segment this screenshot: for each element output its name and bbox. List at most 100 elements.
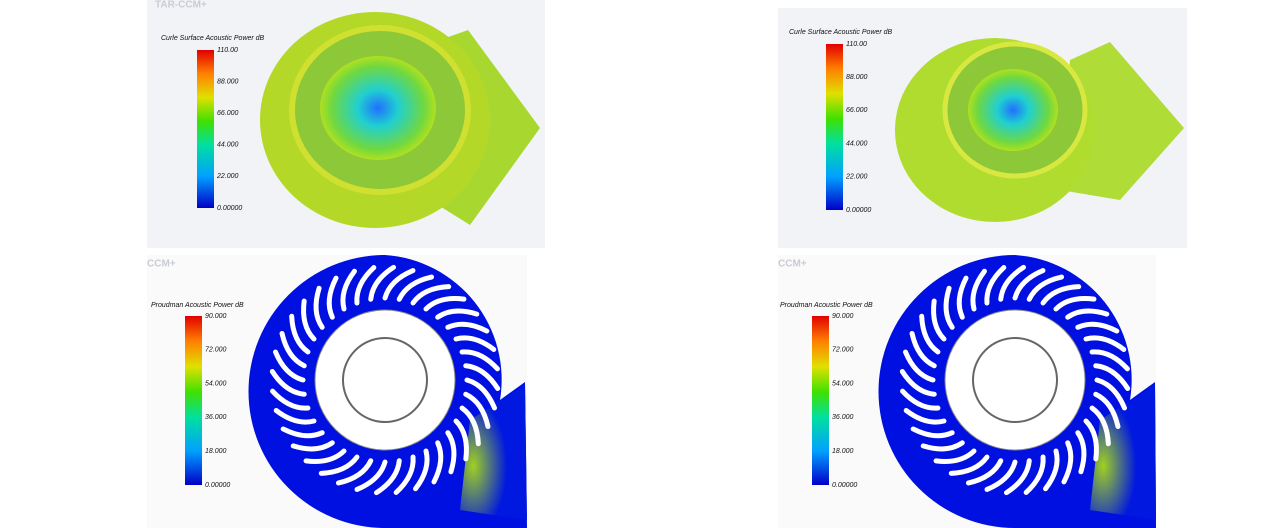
blade [909, 330, 937, 369]
colorbar-label: 54.000 [832, 380, 854, 387]
blade [270, 388, 311, 411]
colorbar-label: 18.000 [205, 448, 227, 455]
colorbar [185, 316, 202, 485]
blade [933, 448, 977, 464]
colorbar-label: 66.000 [846, 107, 868, 114]
colorbar-label: 66.000 [217, 110, 239, 117]
colorbar-label: 72.000 [205, 347, 227, 354]
blade [1089, 405, 1111, 447]
colorbar-label: 54.000 [205, 380, 227, 387]
logo: TAR-CCM+ [155, 0, 207, 11]
blade [463, 363, 501, 392]
blade [453, 335, 497, 352]
colorbar-label: 18.000 [832, 448, 854, 455]
blade [1053, 296, 1097, 312]
fan-3d [895, 38, 1184, 222]
blade [413, 448, 430, 492]
colorbar-label: 88.000 [217, 78, 239, 85]
fan-3d [260, 12, 540, 228]
blade [1093, 363, 1131, 392]
blade [382, 268, 416, 301]
colorbar-label: 22.000 [216, 173, 239, 180]
blade [1026, 274, 1065, 302]
blade [335, 458, 374, 486]
blade [459, 405, 481, 447]
blade [354, 459, 388, 492]
blade [431, 440, 444, 485]
blade [1040, 284, 1082, 306]
blade [318, 454, 360, 476]
logo: CCM+ [778, 259, 807, 270]
blade [910, 426, 955, 439]
blade [463, 391, 491, 430]
blade [273, 408, 317, 425]
blade [1083, 335, 1127, 352]
blade [903, 408, 947, 425]
blade [393, 454, 416, 495]
blade [1075, 430, 1087, 475]
colorbar-title: Proudman Acoustic Power dB [780, 302, 873, 309]
blade [464, 377, 497, 411]
blade [396, 274, 435, 302]
blade [269, 368, 307, 397]
blade [373, 458, 402, 496]
blade [445, 430, 457, 475]
colorbar-label: 0.00000 [832, 482, 857, 489]
blade [919, 313, 941, 355]
blade [1023, 454, 1046, 495]
colorbar-title: Proudman Acoustic Power dB [151, 302, 244, 309]
blade [948, 454, 990, 476]
colorbar-label: 72.000 [832, 347, 854, 354]
blade [903, 349, 936, 383]
blade [340, 268, 357, 312]
colorbar-label: 0.00000 [846, 207, 871, 214]
blade [1012, 268, 1046, 301]
blade [965, 458, 1004, 486]
colorbar [812, 316, 829, 485]
blade [1075, 321, 1120, 334]
blade [1089, 349, 1130, 372]
blade [423, 296, 467, 312]
blade [1083, 418, 1099, 462]
blade [920, 440, 965, 452]
colorbar-label: 44.000 [846, 140, 868, 147]
colorbar-label: 110.00 [846, 41, 867, 48]
blade [459, 349, 500, 372]
blade [445, 321, 490, 334]
blade [1093, 391, 1121, 430]
colorbar-label: 22.000 [845, 174, 868, 181]
colorbar-title: Curle Surface Acoustic Power dB [789, 29, 893, 36]
colorbar-label: 36.000 [832, 414, 854, 421]
blade [956, 275, 969, 320]
blade [998, 264, 1027, 302]
fan-section [248, 255, 527, 528]
blade [326, 275, 339, 320]
blade [1065, 308, 1110, 320]
colorbar-label: 44.000 [217, 142, 239, 149]
blade [1094, 377, 1127, 411]
blade [970, 268, 987, 312]
logo: CCM+ [147, 259, 176, 270]
blade [289, 313, 311, 355]
blade [435, 308, 480, 320]
blade [301, 298, 317, 342]
blade [1061, 440, 1074, 485]
blade [899, 368, 937, 397]
blade [354, 265, 377, 306]
blade [453, 418, 469, 462]
colorbar-label: 90.000 [832, 313, 854, 320]
blade [931, 298, 947, 342]
colorbar-title: Curle Surface Acoustic Power dB [161, 35, 265, 42]
blade [313, 285, 325, 330]
colorbar [197, 50, 214, 208]
blade [1043, 448, 1060, 492]
fan-section [878, 255, 1156, 528]
colorbar [826, 44, 843, 210]
blade [900, 388, 941, 411]
blade [410, 284, 452, 306]
colorbar-label: 0.00000 [205, 482, 230, 489]
blade [279, 330, 307, 369]
blade [1003, 458, 1032, 496]
